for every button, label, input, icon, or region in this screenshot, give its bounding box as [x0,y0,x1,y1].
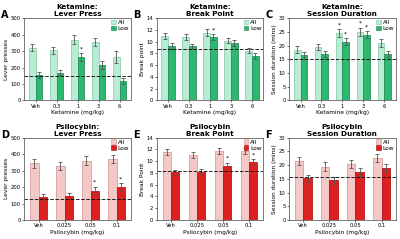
Bar [300,55,307,100]
Legend: All, Low: All, Low [111,139,130,151]
Bar [71,40,78,100]
Bar [223,166,231,220]
Text: *: * [226,156,229,161]
Bar [356,172,364,220]
Bar [357,32,363,100]
Legend: All, Low: All, Low [376,139,395,151]
Bar [117,187,125,220]
Y-axis label: Session duration (mins): Session duration (mins) [272,24,278,94]
Bar [82,161,91,220]
Text: B: B [133,10,140,20]
Bar [78,57,84,100]
Bar [29,48,36,100]
Bar [373,158,382,220]
Bar [56,166,64,220]
Bar [303,178,312,220]
Bar [382,168,390,220]
Bar [231,43,238,100]
Bar [295,161,303,220]
Y-axis label: Session duration (mins): Session duration (mins) [272,144,278,214]
Bar [342,42,349,100]
Bar [249,163,258,220]
Text: A: A [1,10,8,20]
Bar [245,51,252,100]
Text: C: C [266,10,273,20]
Legend: All, Low: All, Low [243,19,262,32]
Bar [294,50,300,100]
Bar [91,191,99,220]
Bar [347,164,356,220]
Text: F: F [266,130,272,140]
Bar [182,37,189,100]
Text: *: * [338,22,341,27]
Y-axis label: Lever presses: Lever presses [4,158,9,200]
Text: E: E [133,130,140,140]
Bar [363,35,370,100]
X-axis label: Psilocybin (mg/kg): Psilocybin (mg/kg) [50,230,105,235]
Bar [384,54,391,100]
Bar [30,163,38,220]
Y-axis label: Break point: Break point [140,43,145,76]
X-axis label: Ketamine (mg/kg): Ketamine (mg/kg) [51,110,104,115]
Bar [197,172,205,220]
Bar [210,37,217,100]
Text: *: * [358,21,362,26]
Text: *: * [93,180,96,185]
Legend: All, Low: All, Low [376,19,395,32]
Bar [163,152,171,220]
Title: Ketamine:
Break Point: Ketamine: Break Point [186,4,234,17]
Title: Psilocybin:
Lever Press: Psilocybin: Lever Press [54,124,102,137]
Title: Psilocybin
Session Duration: Psilocybin Session Duration [308,124,377,137]
Legend: All, Low: All, Low [243,139,262,151]
Bar [113,57,120,100]
Bar [322,54,328,100]
Text: *: * [212,27,215,32]
Bar [57,72,63,100]
X-axis label: Ketamine (mg/kg): Ketamine (mg/kg) [316,110,369,115]
Text: *: * [80,46,82,51]
Title: Ketamine:
Lever Press: Ketamine: Lever Press [54,4,102,17]
Y-axis label: Lever presses: Lever presses [4,39,9,80]
Text: *: * [252,152,255,158]
Bar [203,33,210,100]
Bar [215,151,223,220]
Bar [36,75,42,100]
Legend: All, Low: All, Low [111,19,130,32]
Bar [92,42,98,100]
Bar [171,172,179,220]
Bar [98,65,105,100]
Bar [50,50,57,100]
Text: *: * [365,24,368,29]
Bar [252,56,259,100]
Bar [315,47,322,100]
X-axis label: Ketamine (mg/kg): Ketamine (mg/kg) [184,110,236,115]
Bar [321,167,330,220]
Bar [120,81,126,100]
Y-axis label: Break Point: Break Point [140,162,145,196]
Bar [168,46,175,100]
Bar [330,180,338,220]
X-axis label: Psilocybin (mg/kg): Psilocybin (mg/kg) [315,230,370,235]
Bar [378,43,384,100]
Bar [64,196,73,220]
Bar [189,46,196,100]
Title: Psilocybin
Break Point: Psilocybin Break Point [186,124,234,137]
Bar [162,36,168,100]
Bar [189,155,197,220]
Text: *: * [119,176,122,181]
Bar [38,197,47,220]
Bar [336,33,342,100]
Bar [241,151,249,220]
Text: D: D [1,130,9,140]
Text: *: * [344,31,347,36]
Bar [108,159,117,220]
Title: Ketamine:
Session Duration: Ketamine: Session Duration [308,4,377,17]
Bar [224,41,231,100]
X-axis label: Psilocybin (mg/kg): Psilocybin (mg/kg) [183,230,237,235]
